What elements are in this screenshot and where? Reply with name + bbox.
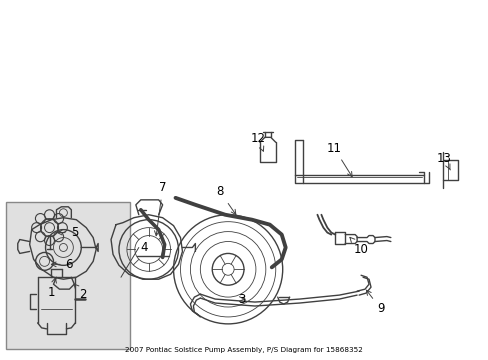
Text: 3: 3 <box>238 293 245 306</box>
Text: 7: 7 <box>154 181 166 236</box>
Text: 2: 2 <box>74 284 87 301</box>
Text: 13: 13 <box>436 152 451 170</box>
Text: 5: 5 <box>57 226 78 239</box>
Text: 1: 1 <box>48 278 56 299</box>
Text: 12: 12 <box>250 132 265 151</box>
Text: 2007 Pontiac Solstice Pump Assembly, P/S Diagram for 15868352: 2007 Pontiac Solstice Pump Assembly, P/S… <box>125 347 362 353</box>
Text: 4: 4 <box>141 241 148 254</box>
Text: 11: 11 <box>326 142 351 177</box>
FancyBboxPatch shape <box>6 202 130 349</box>
Text: 8: 8 <box>216 185 235 215</box>
Text: 6: 6 <box>51 258 73 271</box>
Text: 10: 10 <box>349 237 368 256</box>
Text: 9: 9 <box>366 290 384 315</box>
